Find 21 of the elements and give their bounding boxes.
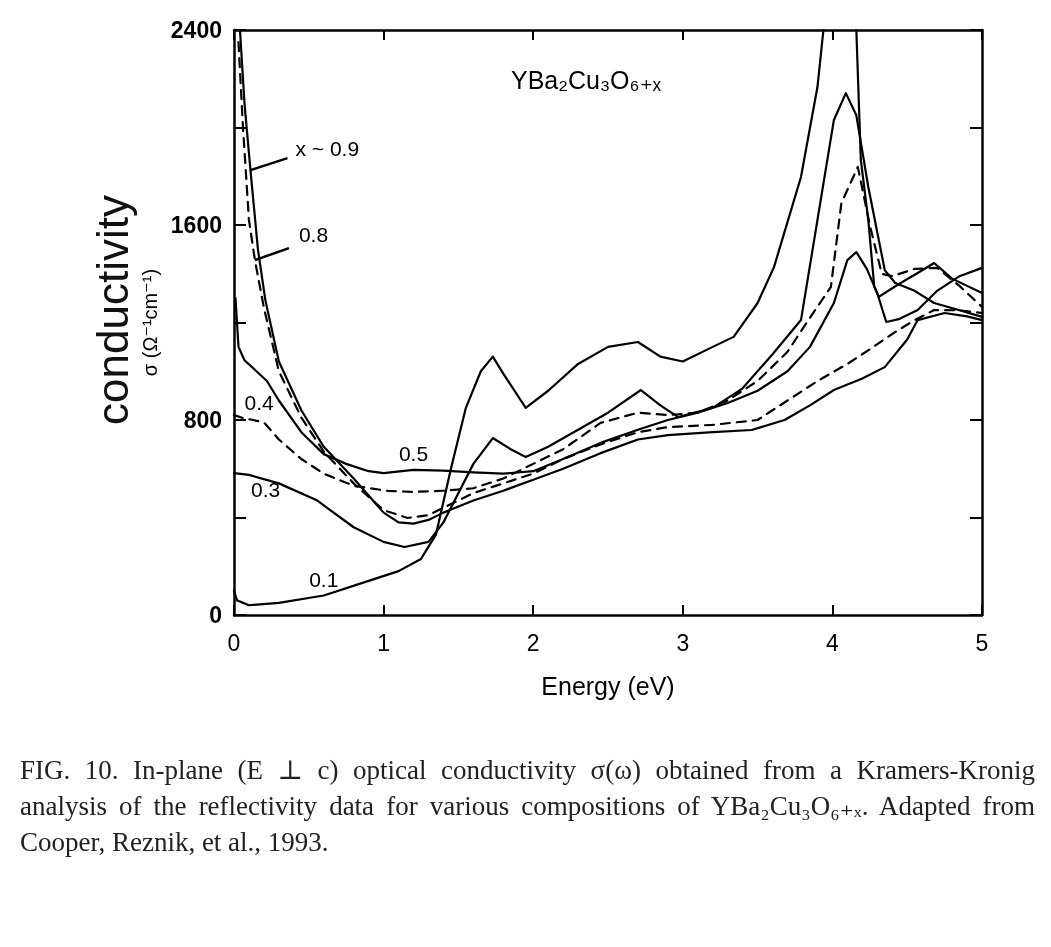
text: x ~ 0.9 — [295, 137, 360, 161]
x-tick-label: 0 — [227, 629, 241, 656]
series-label: 0.3 — [250, 477, 281, 501]
y-axis-title: σ (Ω⁻¹cm⁻¹) — [138, 268, 161, 377]
x-tick-label: 4 — [826, 629, 839, 656]
x-axis-title: Energy (eV) — [541, 671, 675, 700]
x-tick-label: 5 — [975, 629, 989, 656]
series-label: 0.4 — [244, 390, 274, 414]
series-label: 0.1 — [309, 567, 339, 591]
x-tick-label: 2 — [526, 629, 540, 656]
text: 0.8 — [298, 223, 329, 247]
y-tick-label: 800 — [183, 407, 222, 433]
caption: FIG. 10. In-plane (E ⊥ c) optical conductivity σ(ω) obtained from a Kramers-Kronig analysis of the reflectivity data for various compositions of YBa₂Cu₃O₆₊ₓ. Adapted from Cooper, Reznik, et al., 1993. — [20, 754, 1035, 859]
series-label: 0.5 — [398, 441, 429, 465]
text: YBa₂Cu₃O₆₊ₓ — [511, 65, 662, 94]
x-tick-label: 3 — [676, 629, 690, 656]
y-tick-label: 0 — [209, 602, 222, 628]
x-tick-label: 1 — [377, 629, 390, 656]
y-tick-label: 1600 — [170, 212, 222, 238]
text: conductivity — [87, 195, 137, 425]
y-tick-label: 2400 — [170, 17, 222, 43]
